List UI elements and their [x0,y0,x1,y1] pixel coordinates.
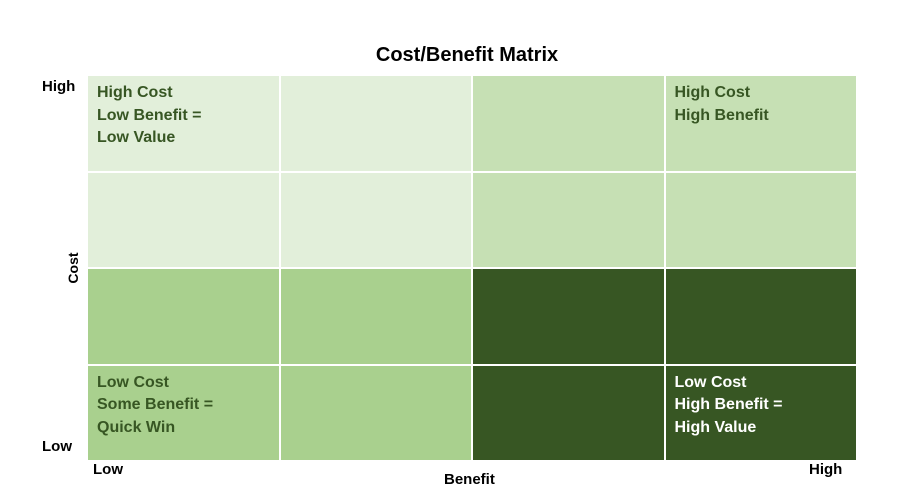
grid-cell [473,365,664,460]
grid-cell [88,269,279,364]
y-axis-high-label: High [42,78,76,95]
grid-cell: High Cost High Benefit [665,76,856,171]
grid-cell: High Cost Low Benefit = Low Value [88,76,279,171]
cost-benefit-grid: High Cost Low Benefit = Low Value High C… [88,76,856,460]
grid-cell [665,172,856,267]
matrix-title: Cost/Benefit Matrix [375,44,559,66]
grid-cell [665,269,856,364]
x-axis-high-label: High [809,461,843,478]
grid-cell [280,269,471,364]
grid-cell [473,269,664,364]
grid-cell: Low Cost Some Benefit = Quick Win [88,365,279,460]
quadrant-label: High Cost High Benefit [674,84,769,124]
y-axis-low-label: Low [42,438,72,455]
quadrant-label: High Cost Low Benefit = Low Value [97,84,202,146]
x-axis-low-label: Low [93,461,123,478]
quadrant-label: Low Cost High Benefit = High Value [674,373,783,436]
y-axis-title: Cost [65,252,81,284]
grid-cell [88,172,279,267]
grid-cell: Low Cost High Benefit = High Value [665,365,856,460]
grid-cell [473,76,664,171]
grid-cell [280,76,471,171]
quadrant-label: Low Cost Some Benefit = Quick Win [97,373,214,436]
grid-cell [280,172,471,267]
x-axis-title: Benefit [444,471,495,488]
grid-cell [280,365,471,460]
grid-cell [473,172,664,267]
